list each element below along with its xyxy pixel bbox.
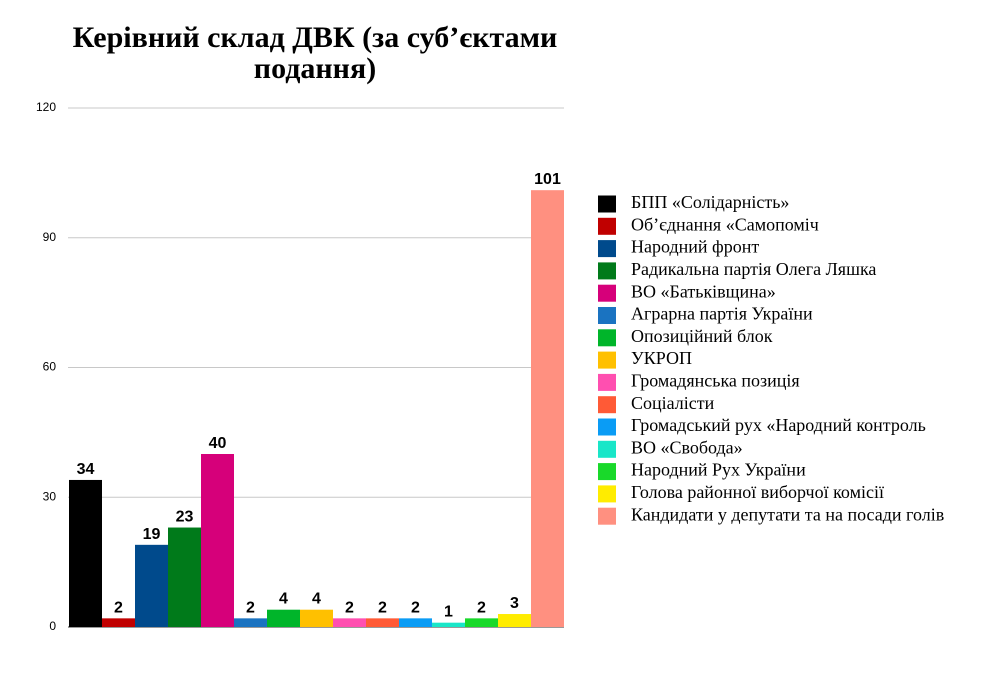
bar	[69, 479, 102, 627]
y-tick-label: 90	[43, 230, 57, 244]
legend-label: Голова районної виборчої комісії	[631, 482, 884, 502]
legend-label: Радикальна партія Олега Ляшка	[631, 259, 876, 279]
bar	[399, 618, 432, 627]
value-label: 2	[411, 599, 420, 616]
legend-swatch	[598, 284, 616, 302]
chart-title: Керівний склад ДВК (за суб’єктами поданн…	[72, 21, 558, 85]
legend-label: ВО «Батьківщина»	[631, 281, 776, 301]
legend-label: Опозиційний блок	[631, 326, 773, 346]
y-tick-label: 0	[49, 619, 56, 633]
legend-label: Народний фронт	[631, 237, 759, 257]
bar	[432, 622, 465, 627]
value-label: 1	[444, 604, 453, 621]
legend-label: Аграрна партія України	[631, 304, 813, 324]
bar	[333, 618, 366, 627]
value-label: 2	[345, 599, 354, 616]
legend-label: Громадський рух «Народний контроль	[631, 415, 926, 435]
legend-swatch	[598, 440, 616, 458]
legend-swatch	[598, 507, 616, 525]
legend-label: ВО «Свобода»	[631, 437, 743, 457]
bar	[366, 618, 399, 627]
bar	[465, 618, 498, 627]
value-label: 4	[279, 591, 288, 608]
bar	[531, 190, 564, 628]
legend-label: БПП «Солідарність»	[631, 192, 789, 212]
legend-swatch	[598, 418, 616, 436]
legend-label: Об’єднання «Самопоміч	[631, 214, 819, 234]
y-tick-label: 120	[36, 100, 56, 114]
value-label: 2	[114, 599, 123, 616]
value-label: 23	[176, 509, 194, 526]
legend-swatch	[598, 463, 616, 481]
legend-swatch	[598, 485, 616, 503]
legend-label: УКРОП	[631, 348, 692, 368]
value-label: 40	[209, 435, 227, 452]
legend-swatch	[598, 262, 616, 280]
y-tick-label: 60	[43, 360, 57, 374]
bar	[201, 454, 234, 627]
value-label: 4	[312, 591, 321, 608]
legend-swatch	[598, 396, 616, 414]
value-label: 2	[378, 599, 387, 616]
legend-swatch	[598, 217, 616, 235]
value-label: 101	[534, 171, 561, 188]
legend-label: Кандидати у депутати та на посади голів	[631, 504, 944, 524]
legend-label: Соціалісти	[631, 393, 715, 413]
legend-swatch	[598, 195, 616, 213]
bar	[234, 618, 267, 627]
value-label: 34	[77, 461, 95, 478]
bar	[102, 618, 135, 627]
legend-swatch	[598, 329, 616, 347]
bar	[267, 609, 300, 627]
legend-swatch	[598, 240, 616, 258]
value-label: 19	[143, 526, 161, 543]
legend-swatch	[598, 307, 616, 324]
value-label: 2	[477, 599, 486, 616]
value-label: 2	[246, 599, 255, 616]
legend-swatch	[598, 351, 616, 369]
y-tick-label: 30	[43, 489, 57, 503]
value-label: 3	[510, 595, 519, 612]
bar	[300, 609, 333, 627]
legend-label: Народний Рух України	[631, 460, 806, 480]
legend-swatch	[598, 373, 616, 391]
bar	[498, 614, 531, 627]
legend-label: Громадянська позиція	[631, 371, 800, 391]
bar	[135, 544, 168, 627]
bar	[168, 527, 201, 627]
